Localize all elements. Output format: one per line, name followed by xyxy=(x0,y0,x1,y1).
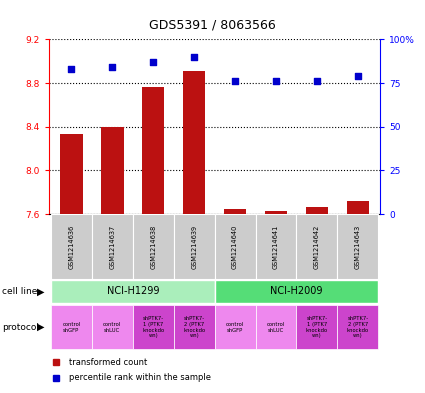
Point xyxy=(150,59,157,65)
Text: NCI-H2009: NCI-H2009 xyxy=(270,286,323,296)
Bar xyxy=(142,87,164,214)
Text: ▶: ▶ xyxy=(37,322,45,332)
Text: control
shGFP: control shGFP xyxy=(226,322,244,332)
Text: shPTK7-
2 (PTK7
knockdo
wn): shPTK7- 2 (PTK7 knockdo wn) xyxy=(183,316,205,338)
Bar xyxy=(215,280,378,303)
Point xyxy=(232,78,238,84)
Bar xyxy=(92,305,133,349)
Bar xyxy=(174,214,215,279)
Bar xyxy=(215,214,255,279)
Bar xyxy=(183,71,205,214)
Bar xyxy=(255,305,297,349)
Text: percentile rank within the sample: percentile rank within the sample xyxy=(69,373,211,382)
Bar xyxy=(51,305,92,349)
Point xyxy=(314,78,320,84)
Bar xyxy=(174,305,215,349)
Bar xyxy=(306,207,328,214)
Text: shPTK7-
1 (PTK7
knockdo
wn): shPTK7- 1 (PTK7 knockdo wn) xyxy=(142,316,164,338)
Text: ▶: ▶ xyxy=(37,287,45,297)
Text: transformed count: transformed count xyxy=(69,358,147,367)
Text: protocol: protocol xyxy=(2,323,39,332)
Bar xyxy=(101,127,124,214)
Point xyxy=(354,73,361,79)
Text: control
shLUC: control shLUC xyxy=(103,322,122,332)
Bar xyxy=(215,305,255,349)
Text: NCI-H1299: NCI-H1299 xyxy=(107,286,159,296)
Bar xyxy=(51,280,215,303)
Text: control
shLUC: control shLUC xyxy=(267,322,285,332)
Point xyxy=(191,53,198,60)
Point xyxy=(68,66,75,72)
Text: GSM1214643: GSM1214643 xyxy=(355,224,361,269)
Text: GSM1214640: GSM1214640 xyxy=(232,224,238,269)
Text: control
shGFP: control shGFP xyxy=(62,322,80,332)
Text: shPTK7-
2 (PTK7
knockdo
wn): shPTK7- 2 (PTK7 knockdo wn) xyxy=(347,316,369,338)
Text: GSM1214642: GSM1214642 xyxy=(314,224,320,269)
Bar xyxy=(297,305,337,349)
Bar xyxy=(255,214,297,279)
Point xyxy=(109,64,116,70)
Bar xyxy=(224,209,246,214)
Text: shPTK7-
1 (PTK7
knockdo
wn): shPTK7- 1 (PTK7 knockdo wn) xyxy=(306,316,328,338)
Text: GSM1214637: GSM1214637 xyxy=(109,224,115,269)
Text: GDS5391 / 8063566: GDS5391 / 8063566 xyxy=(149,18,276,31)
Bar xyxy=(92,214,133,279)
Bar xyxy=(133,305,174,349)
Bar xyxy=(51,214,92,279)
Point xyxy=(272,78,279,84)
Text: GSM1214641: GSM1214641 xyxy=(273,224,279,269)
Text: GSM1214638: GSM1214638 xyxy=(150,224,156,269)
Bar xyxy=(133,214,174,279)
Text: GSM1214639: GSM1214639 xyxy=(191,224,197,269)
Bar xyxy=(347,201,369,214)
Bar xyxy=(337,214,378,279)
Bar xyxy=(297,214,337,279)
Text: GSM1214636: GSM1214636 xyxy=(68,224,74,269)
Bar xyxy=(265,211,287,214)
Bar xyxy=(337,305,378,349)
Bar xyxy=(60,134,82,214)
Text: cell line: cell line xyxy=(2,287,37,296)
